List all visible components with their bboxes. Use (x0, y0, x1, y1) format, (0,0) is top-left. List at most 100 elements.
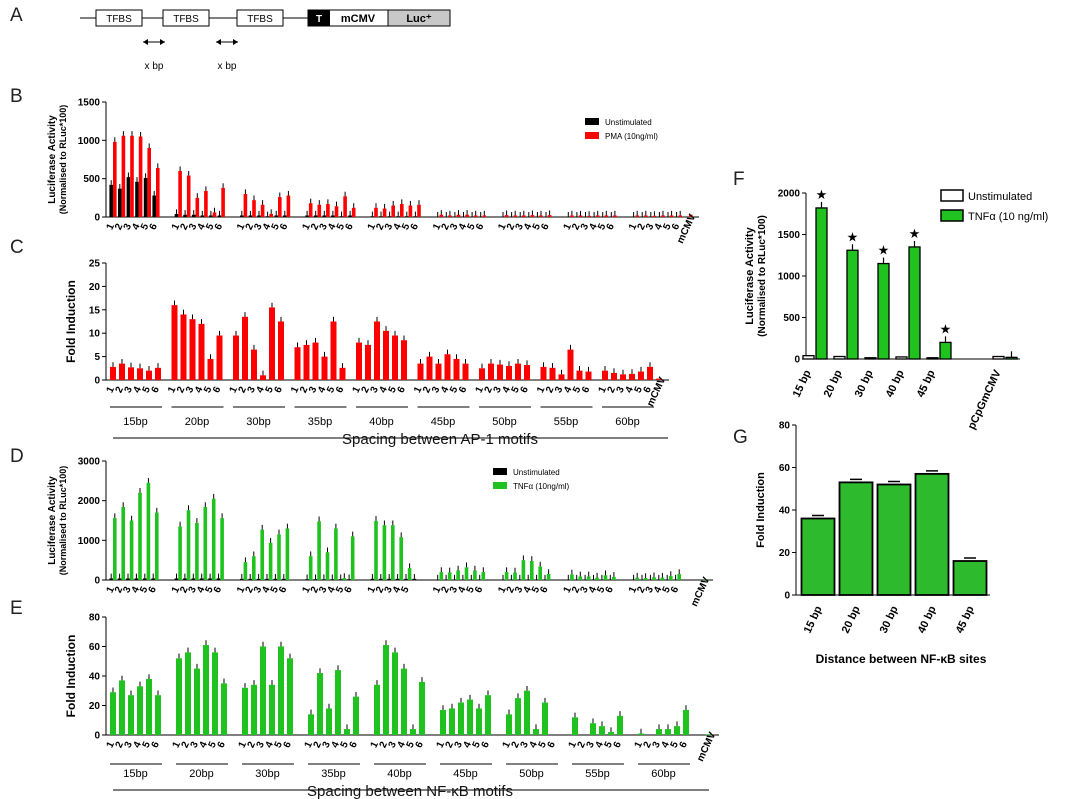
bar-b (195, 197, 200, 217)
group-label: 40bp (369, 416, 393, 428)
x-tick-label: 4 (522, 585, 535, 595)
bar-c (392, 335, 398, 380)
bar-b (283, 215, 287, 217)
bar-d (530, 560, 534, 580)
x-tick-label: 4 (594, 740, 607, 750)
bar-e (119, 680, 125, 735)
x-tick-label: 2 (444, 740, 457, 750)
x-tick-label: 3 (184, 385, 197, 395)
bar-b (405, 216, 409, 217)
x-tick-label: 4 (326, 222, 339, 232)
x-tick-label: 45 bp (954, 604, 977, 635)
significance-star: ★ (940, 321, 952, 336)
x-tick-label: 6 (546, 740, 559, 750)
bar-e (212, 652, 218, 735)
x-tick-label: 6 (457, 385, 470, 395)
x-tick-label: 5 (387, 385, 400, 395)
bar-b (269, 213, 273, 217)
bar-b (339, 216, 344, 217)
bar-e (506, 714, 512, 735)
x-tick-label: 3 (579, 222, 592, 232)
legend-label: Unstimulated (605, 118, 652, 127)
y-tick-label: 40 (779, 506, 791, 517)
y-tick-label: 500 (783, 313, 800, 324)
bar-b (278, 197, 282, 217)
x-tick-label: 5 (264, 385, 277, 395)
group-label: 45bp (453, 768, 477, 780)
bar-tnfa (939, 341, 952, 360)
bar-b (212, 212, 217, 217)
panel-letter-e: E (10, 598, 23, 619)
x-tick-label: 4 (330, 740, 343, 750)
bar-d (325, 552, 330, 580)
x-tick-label: 3 (252, 585, 265, 595)
bar-b (331, 215, 335, 217)
bar-unstimulated (802, 355, 815, 360)
bar-e (665, 729, 671, 735)
x-tick-label: pCpGmCMV (966, 368, 1004, 432)
x-tick-label: 1 (627, 585, 640, 595)
x-tick-label: 5 (335, 222, 348, 232)
x-tick-label: 2 (505, 585, 518, 595)
x-tick-label: 3 (121, 585, 134, 595)
bar-e (278, 646, 284, 735)
bar-b (156, 167, 160, 217)
bar-b (204, 190, 208, 217)
bar-b (652, 215, 657, 217)
bar-c (620, 374, 626, 380)
bar-d (134, 578, 139, 580)
x-tick-label: 1 (474, 385, 487, 395)
bar-d (439, 572, 444, 580)
bar-b (391, 205, 395, 217)
y-tick-label: 20 (89, 701, 101, 712)
x-tick-label: 1 (303, 740, 316, 750)
bar-d (391, 525, 395, 580)
bar-b (121, 135, 126, 217)
x-tick-label: 4 (653, 222, 666, 232)
x-tick-label: 6 (612, 740, 625, 750)
spacing-arrow-head (216, 39, 221, 45)
x-tick-label: 5 (139, 222, 152, 232)
x-tick-label: 2 (244, 222, 257, 232)
bar-e (194, 668, 200, 735)
bar-d (240, 578, 244, 580)
bar-d (138, 492, 142, 580)
legend-swatch (493, 482, 507, 489)
x-tick-label: 3 (123, 385, 136, 395)
y-tick-label: 1000 (78, 136, 101, 147)
x-tick-label: 2 (246, 740, 259, 750)
bar-d (643, 578, 648, 580)
y-tick-label: 20 (779, 548, 791, 559)
x-tick-label: 4 (457, 222, 470, 232)
x-tick-label: 1 (496, 222, 509, 232)
tfbs-box (95, 9, 143, 27)
x-tick-label: 6 (342, 585, 355, 595)
x-tick-label: 3 (318, 222, 331, 232)
bar-b (317, 204, 322, 217)
x-tick-label: 3 (514, 222, 527, 232)
y-tick-label: 1500 (78, 98, 101, 109)
x-tick-label: 1 (171, 740, 184, 750)
x-tick-label: 5 (273, 740, 286, 750)
bar-b (387, 216, 392, 217)
bar-e (617, 715, 623, 735)
bar-e (524, 690, 530, 735)
x-tick-label: 3 (123, 740, 136, 750)
bar-c (611, 372, 617, 380)
x-tick-label: 2 (544, 385, 557, 395)
bar-b (348, 215, 352, 217)
group-label: 40bp (387, 768, 411, 780)
bar-fold-induction (876, 483, 912, 596)
x-tick-label: 3 (387, 740, 400, 750)
bar-d (317, 521, 321, 580)
x-tick-label: 5 (465, 222, 478, 232)
bar-e (401, 668, 407, 735)
x-tick-label: 6 (678, 740, 691, 750)
legend-label: Unstimulated (968, 191, 1032, 203)
bar-e (155, 695, 161, 735)
x-tick-label: 4 (316, 385, 329, 395)
bar-b (178, 171, 182, 217)
x-tick-label: 4 (198, 740, 211, 750)
x-axis-title: Spacing between NF-κB motifs (307, 783, 513, 799)
bar-d (387, 578, 391, 580)
